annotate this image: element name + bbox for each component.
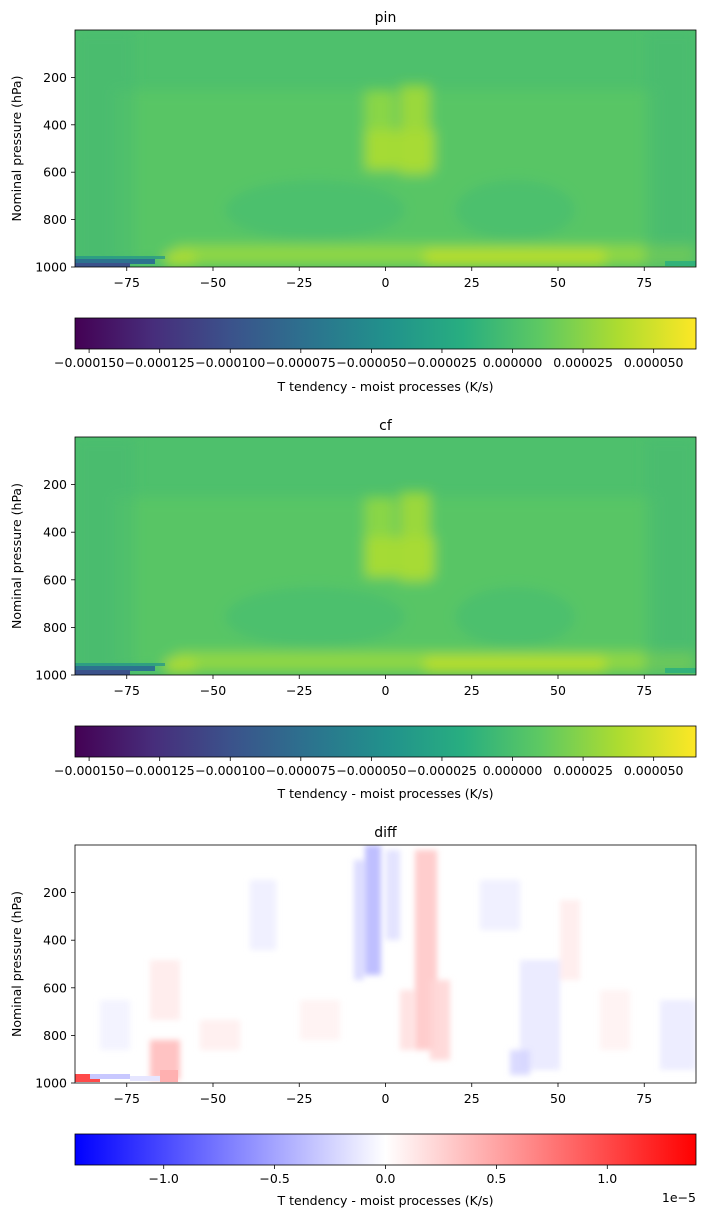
colorbar-tick-label: 0.000025 bbox=[553, 355, 613, 370]
y-tick-label: 1000 bbox=[35, 260, 67, 275]
x-tick-label: 25 bbox=[464, 683, 480, 698]
x-tick-label: −25 bbox=[286, 275, 312, 290]
colorbar-tick-label: −0.5 bbox=[259, 1171, 289, 1186]
panel-title: pin bbox=[375, 10, 397, 26]
colorbar-ticks: −0.000150 −0.000125 −0.000100 −0.000075 −0.0… bbox=[54, 757, 684, 778]
colorbar-tick-label: −0.000050 bbox=[336, 763, 406, 778]
x-tick-label: 50 bbox=[550, 1091, 566, 1106]
x-axis: −75 −50 −25 0 25 50 75 bbox=[114, 267, 652, 290]
colorbar-tick-label: −0.000125 bbox=[125, 763, 195, 778]
x-tick-label: 75 bbox=[636, 275, 652, 290]
x-axis: −75 −50 −25 0 25 50 75 bbox=[114, 1083, 652, 1106]
colorbar-offset-text: 1e−5 bbox=[662, 1190, 696, 1205]
colorbar-tick-label: −1.0 bbox=[149, 1171, 179, 1186]
colorbar-tick-label: −0.000075 bbox=[266, 355, 336, 370]
colorbar-tick-label: 0.0 bbox=[376, 1171, 396, 1186]
y-tick-label: 600 bbox=[43, 165, 67, 180]
colorbar-label: T tendency - moist processes (K/s) bbox=[277, 379, 494, 394]
heatmap-field bbox=[75, 845, 696, 1083]
x-tick-label: 25 bbox=[464, 275, 480, 290]
x-tick-label: −25 bbox=[286, 1091, 312, 1106]
colorbar-tick-label: 1.0 bbox=[597, 1171, 617, 1186]
colorbar-label: T tendency - moist processes (K/s) bbox=[277, 786, 494, 801]
y-tick-label: 800 bbox=[43, 1028, 67, 1043]
colorbar-ticks: −0.000150 −0.000125 −0.000100 −0.000075 −0.0… bbox=[54, 349, 684, 370]
colorbar bbox=[75, 318, 696, 349]
y-tick-label: 400 bbox=[43, 117, 67, 132]
y-axis: 200 400 600 800 1000 bbox=[35, 70, 75, 275]
x-tick-label: 75 bbox=[636, 683, 652, 698]
y-tick-label: 400 bbox=[43, 525, 67, 540]
y-tick-label: 800 bbox=[43, 212, 67, 227]
colorbar-tick-label: −0.000150 bbox=[54, 763, 124, 778]
colorbar-tick-label: −0.000125 bbox=[125, 355, 195, 370]
y-tick-label: 200 bbox=[43, 477, 67, 492]
y-axis: 200 400 600 800 1000 bbox=[35, 885, 75, 1091]
x-tick-label: 0 bbox=[382, 1091, 390, 1106]
heatmap-field bbox=[75, 437, 696, 675]
colorbar-frame bbox=[74, 317, 697, 350]
x-axis: −75 −50 −25 0 25 50 75 bbox=[114, 675, 652, 698]
x-tick-label: −50 bbox=[200, 683, 226, 698]
y-tick-label: 1000 bbox=[35, 668, 67, 683]
panel-title: cf bbox=[379, 418, 393, 434]
colorbar-tick-label: −0.000025 bbox=[407, 763, 477, 778]
colorbar-tick-label: 0.000000 bbox=[483, 355, 543, 370]
colorbar bbox=[75, 726, 696, 757]
colorbar-frame bbox=[74, 725, 697, 758]
y-axis-label: Nominal pressure (hPa) bbox=[9, 891, 24, 1037]
y-axis: 200 400 600 800 1000 bbox=[35, 477, 75, 683]
x-tick-label: 25 bbox=[464, 1091, 480, 1106]
colorbar-tick-label: −0.000100 bbox=[195, 763, 265, 778]
colorbar-ticks: −1.0 −0.5 0.0 0.5 1.0 bbox=[149, 1165, 617, 1186]
x-tick-label: 0 bbox=[382, 683, 390, 698]
colorbar-label: T tendency - moist processes (K/s) bbox=[277, 1193, 494, 1208]
x-tick-label: 75 bbox=[636, 1091, 652, 1106]
colorbar-tick-label: −0.000075 bbox=[266, 763, 336, 778]
x-tick-label: −75 bbox=[114, 275, 140, 290]
x-tick-label: 50 bbox=[550, 275, 566, 290]
y-axis-label: Nominal pressure (hPa) bbox=[9, 76, 24, 222]
panel-pin: pin −75 −50 −25 0 25 50 75 200 400 600 800 1000 No… bbox=[9, 10, 697, 394]
colorbar bbox=[75, 1134, 696, 1165]
x-tick-label: −75 bbox=[114, 1091, 140, 1106]
x-tick-label: −50 bbox=[200, 275, 226, 290]
y-tick-label: 600 bbox=[43, 572, 67, 587]
y-tick-label: 400 bbox=[43, 933, 67, 948]
colorbar-tick-label: 0.000025 bbox=[553, 763, 613, 778]
panel-diff: diff bbox=[9, 825, 697, 1208]
panel-cf: cf −75 −50 −25 0 25 50 75 200 400 600 800 1000 Nom… bbox=[9, 418, 697, 801]
x-tick-label: −75 bbox=[114, 683, 140, 698]
colorbar-tick-label: 0.5 bbox=[486, 1171, 506, 1186]
y-tick-label: 200 bbox=[43, 885, 67, 900]
colorbar-tick-label: 0.000000 bbox=[483, 763, 543, 778]
y-tick-label: 600 bbox=[43, 980, 67, 995]
x-tick-label: 50 bbox=[550, 683, 566, 698]
x-tick-label: −25 bbox=[286, 683, 312, 698]
y-tick-label: 1000 bbox=[35, 1076, 67, 1091]
colorbar-tick-label: −0.000025 bbox=[407, 355, 477, 370]
y-tick-label: 800 bbox=[43, 620, 67, 635]
panel-title: diff bbox=[374, 825, 397, 841]
y-axis-label: Nominal pressure (hPa) bbox=[9, 483, 24, 629]
colorbar-tick-label: 0.000050 bbox=[624, 763, 684, 778]
colorbar-tick-label: −0.000050 bbox=[336, 355, 406, 370]
colorbar-tick-label: −0.000100 bbox=[195, 355, 265, 370]
x-tick-label: 0 bbox=[382, 275, 390, 290]
colorbar-tick-label: −0.000150 bbox=[54, 355, 124, 370]
y-tick-label: 200 bbox=[43, 70, 67, 85]
heatmap-field bbox=[75, 30, 696, 268]
colorbar-tick-label: 0.000050 bbox=[624, 355, 684, 370]
x-tick-label: −50 bbox=[200, 1091, 226, 1106]
